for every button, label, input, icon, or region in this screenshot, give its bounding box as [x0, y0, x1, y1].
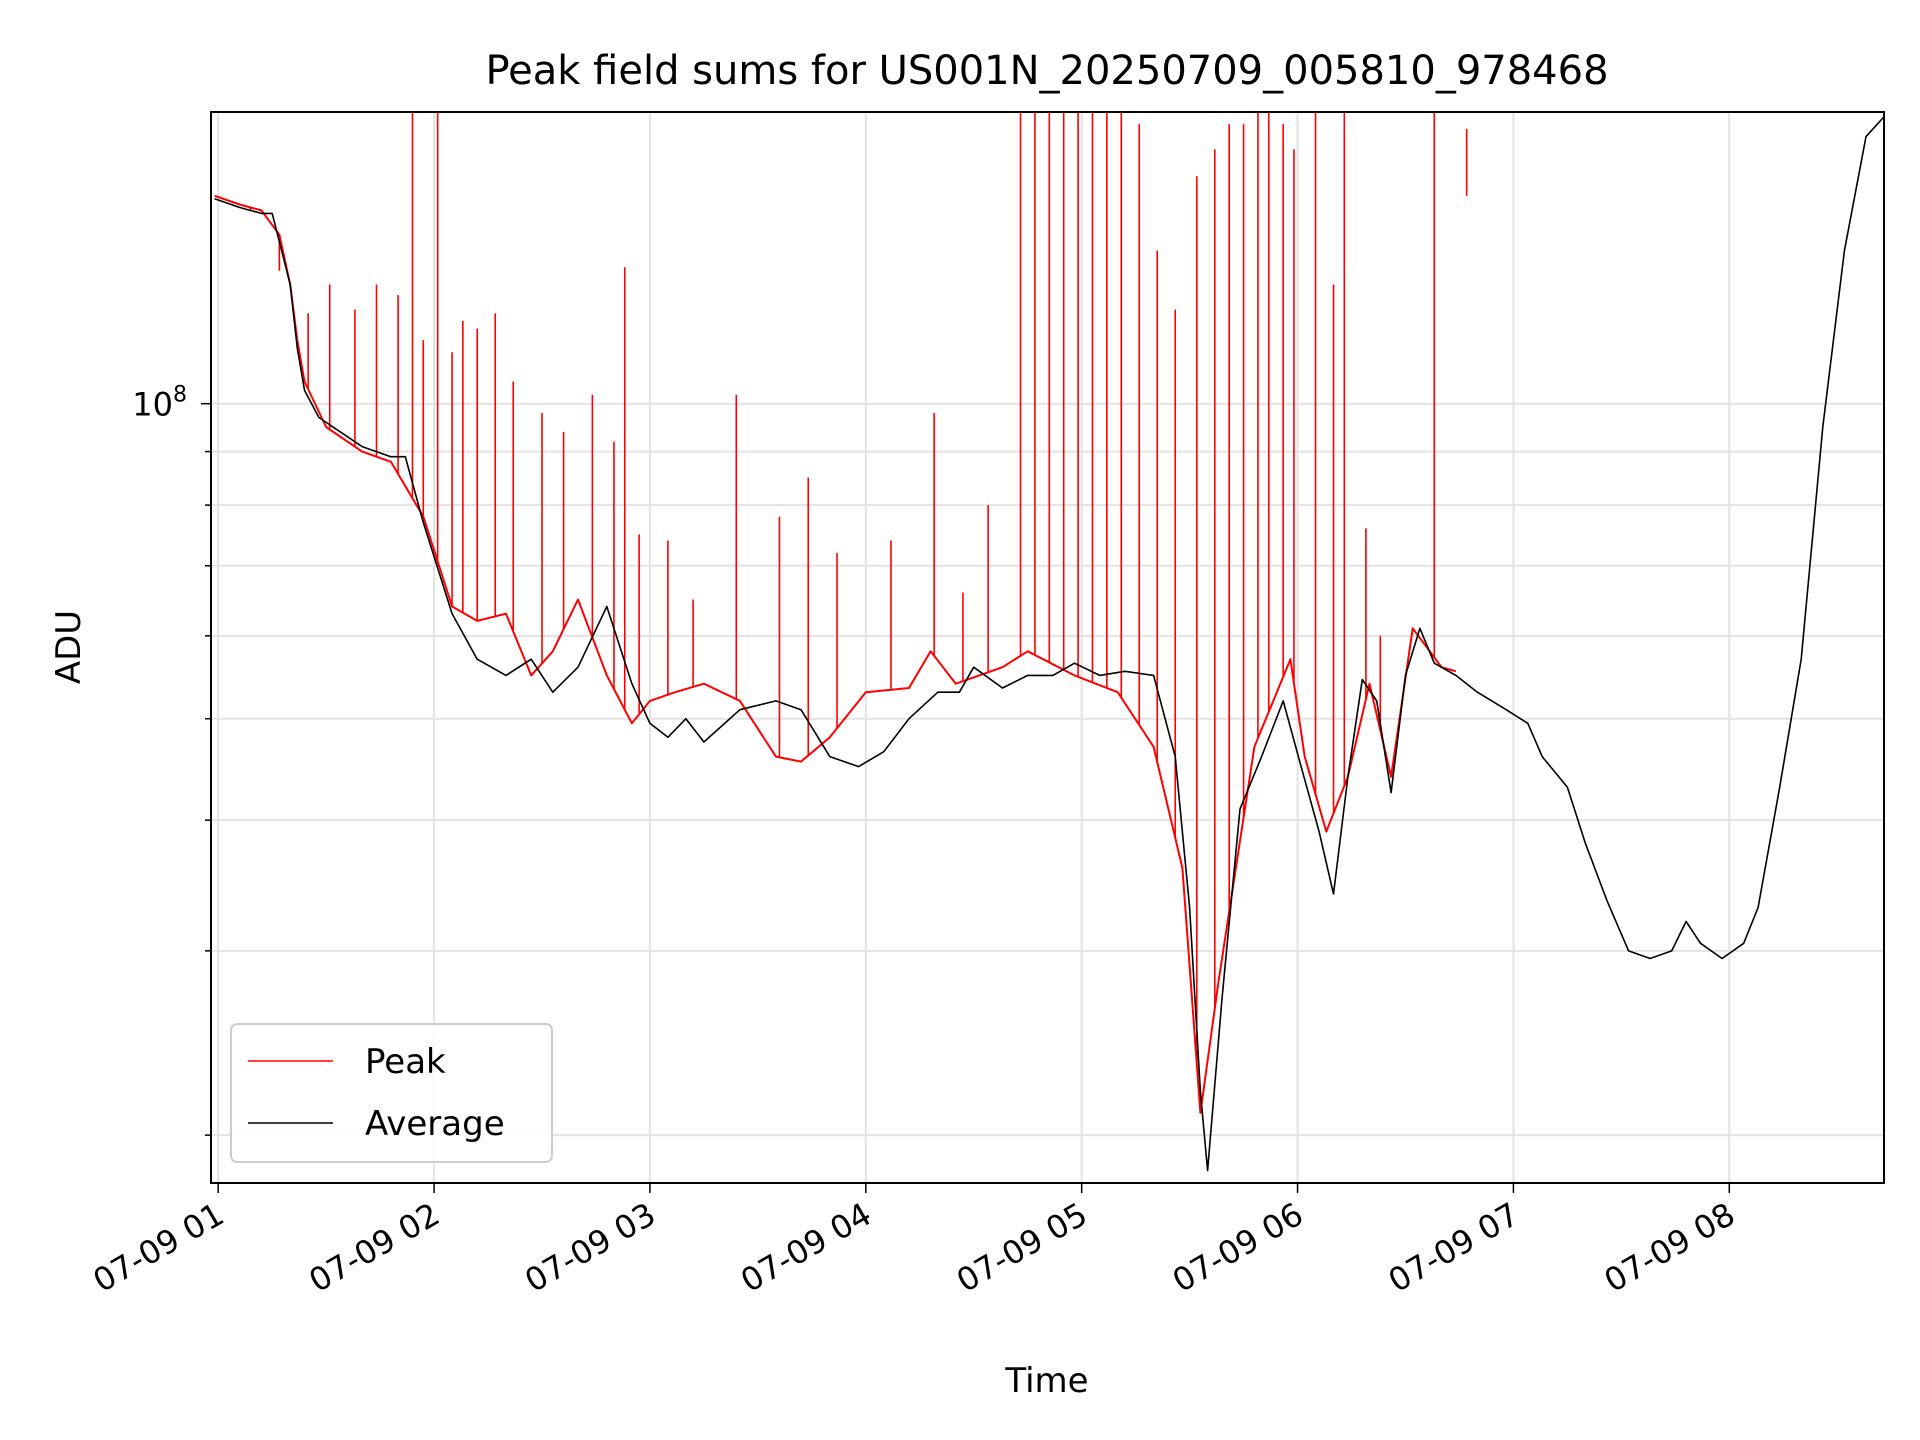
legend-label-peak: Peak [365, 1042, 446, 1082]
legend-label-average: Average [365, 1104, 505, 1144]
y-tick-label-exponent: 8 [173, 383, 187, 408]
legend-box [230, 1023, 553, 1163]
plot-frame [210, 111, 1885, 1184]
y-axis-label: ADU [49, 610, 89, 684]
plot-area [214, 112, 1884, 1172]
legend: Peak Average [230, 1023, 553, 1163]
series-line-peak [214, 194, 1457, 1114]
series-line-average [214, 116, 1884, 1172]
x-axis-label: Time [1004, 1361, 1088, 1401]
grid [211, 112, 1884, 1183]
series-layer [214, 112, 1884, 1172]
chart-title: Peak field sums for US001N_20250709_0058… [485, 48, 1608, 94]
